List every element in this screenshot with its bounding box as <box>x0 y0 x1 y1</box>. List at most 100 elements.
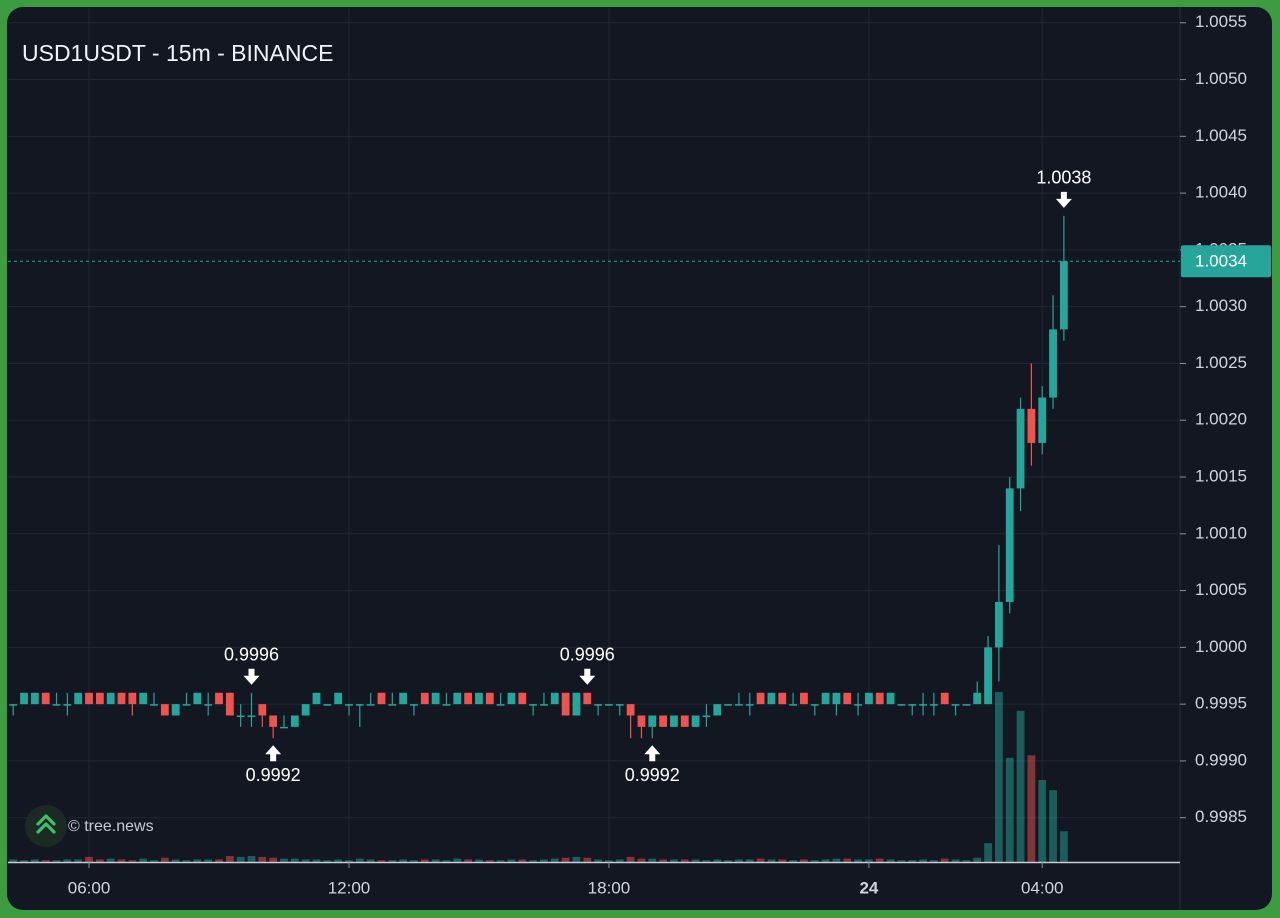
candle-body <box>301 704 310 716</box>
volume-bar <box>843 858 852 862</box>
volume-bar <box>832 858 841 862</box>
y-tick-label: 1.0020 <box>1195 410 1247 429</box>
x-tick-label: 04:00 <box>1021 878 1064 897</box>
volume-bar <box>485 860 494 862</box>
candle-body <box>117 692 126 705</box>
volume-bar <box>225 856 234 862</box>
y-tick-label: 1.0005 <box>1195 580 1247 599</box>
volume-bar <box>150 860 158 862</box>
volume-bar <box>388 860 397 862</box>
axes: 0.9985 0.9990 0.9995 1.0000 1.0005 1.0010 1.00… <box>8 12 1271 897</box>
candle-body <box>572 692 581 716</box>
candle-body <box>475 692 483 705</box>
candle-body <box>550 692 559 705</box>
volume-bar <box>420 859 429 862</box>
volume-bar <box>9 859 18 862</box>
y-tick-label: 1.0040 <box>1195 183 1247 202</box>
volume-bar <box>453 858 462 862</box>
candle-body <box>962 704 971 706</box>
y-tick-label: 1.0010 <box>1195 523 1247 542</box>
candle-body <box>1005 488 1014 602</box>
volume-bar <box>550 858 559 862</box>
volume-bar <box>355 858 364 862</box>
volume-bar <box>160 857 169 862</box>
candle-body <box>713 704 722 716</box>
volume-bar <box>854 859 862 862</box>
candle-layer <box>9 215 1068 739</box>
high-label: 0.9996 <box>224 645 279 665</box>
candle-body <box>215 692 223 705</box>
candle-body <box>908 704 917 706</box>
volume-bar <box>951 859 960 862</box>
candle-body <box>626 704 635 716</box>
volume-bar <box>334 859 343 862</box>
y-tick-label: 0.9995 <box>1195 694 1247 713</box>
candle-body <box>886 692 895 705</box>
candle-body <box>1027 408 1036 443</box>
volume-bar <box>518 859 527 862</box>
high-label: 0.9996 <box>560 645 615 665</box>
candle-body <box>821 692 830 705</box>
volume-bar <box>962 860 971 862</box>
y-tick-label: 1.0045 <box>1195 126 1247 145</box>
candle-body <box>789 704 797 706</box>
candle-body <box>940 692 949 705</box>
volume-bar <box>1038 780 1047 862</box>
volume-bar <box>940 858 949 862</box>
volume-bar <box>377 860 386 862</box>
volume-bar <box>583 857 592 862</box>
candle-body <box>95 692 104 705</box>
candle-body <box>875 692 884 705</box>
candle-body <box>919 704 927 706</box>
volume-bar <box>594 859 603 862</box>
volume-bar <box>800 859 808 862</box>
volume-bar <box>1016 710 1025 862</box>
volume-bar <box>30 859 39 862</box>
volume-bar <box>63 859 72 862</box>
last-price-label: 1.0034 <box>1195 252 1247 271</box>
volume-bar <box>366 859 375 862</box>
volume-bar <box>659 859 668 862</box>
volume-bar <box>496 860 505 862</box>
candle-body <box>377 692 386 705</box>
volume-bar <box>930 860 938 862</box>
volume-bar <box>1059 831 1068 862</box>
candle-body <box>280 726 288 729</box>
candle-body <box>9 704 18 706</box>
volume-bar <box>410 860 418 862</box>
candle-body <box>735 704 743 706</box>
candle-body <box>810 704 819 706</box>
candle-body <box>160 704 169 716</box>
watermark-text: © tree.news <box>68 818 154 835</box>
last-price-box <box>1181 245 1271 278</box>
candle-body <box>128 692 137 705</box>
volume-bar <box>865 859 873 862</box>
candle-body <box>20 692 28 705</box>
candle-body <box>897 704 906 706</box>
volume-bar <box>810 860 819 862</box>
candle-body <box>366 704 375 706</box>
candle-body <box>529 704 538 706</box>
volume-bar <box>399 859 408 862</box>
candle-body <box>767 692 776 705</box>
volume-bar <box>117 859 126 862</box>
volume-bar <box>464 859 473 862</box>
volume-bar <box>312 859 321 862</box>
annotation-layer: 0.9996 0.9996 1.0038 0.9992 0.9992 <box>224 168 1091 785</box>
candle-body <box>52 704 61 706</box>
chart-title: USD1USDT - 15m - BINANCE <box>22 40 333 66</box>
candle-body <box>410 704 418 706</box>
candle-body <box>431 692 440 705</box>
volume-bar <box>778 859 787 862</box>
candle-body <box>182 704 191 706</box>
volume-bar <box>735 859 743 862</box>
volume-bar <box>767 859 776 862</box>
chart-panel <box>7 7 1272 910</box>
volume-bar <box>680 859 689 862</box>
candle-body <box>583 692 592 705</box>
candle-body <box>150 704 158 706</box>
x-tick-label: 06:00 <box>68 878 111 897</box>
candle-body <box>247 715 256 718</box>
volume-bar <box>897 860 906 862</box>
